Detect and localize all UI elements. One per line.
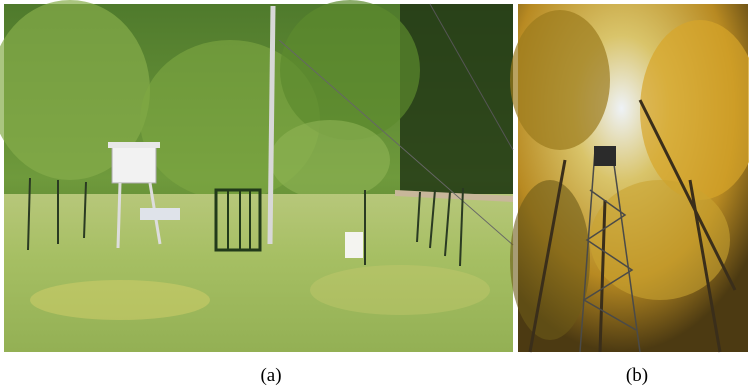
caption-b: (b) [626, 365, 648, 386]
photo-a [0, 0, 513, 352]
caption-a: (a) [260, 365, 281, 386]
figure: (a) (b) [0, 0, 749, 387]
photo-b [510, 4, 749, 352]
page: (a) (b) (() => { const data = JSON.parse… [0, 0, 749, 387]
